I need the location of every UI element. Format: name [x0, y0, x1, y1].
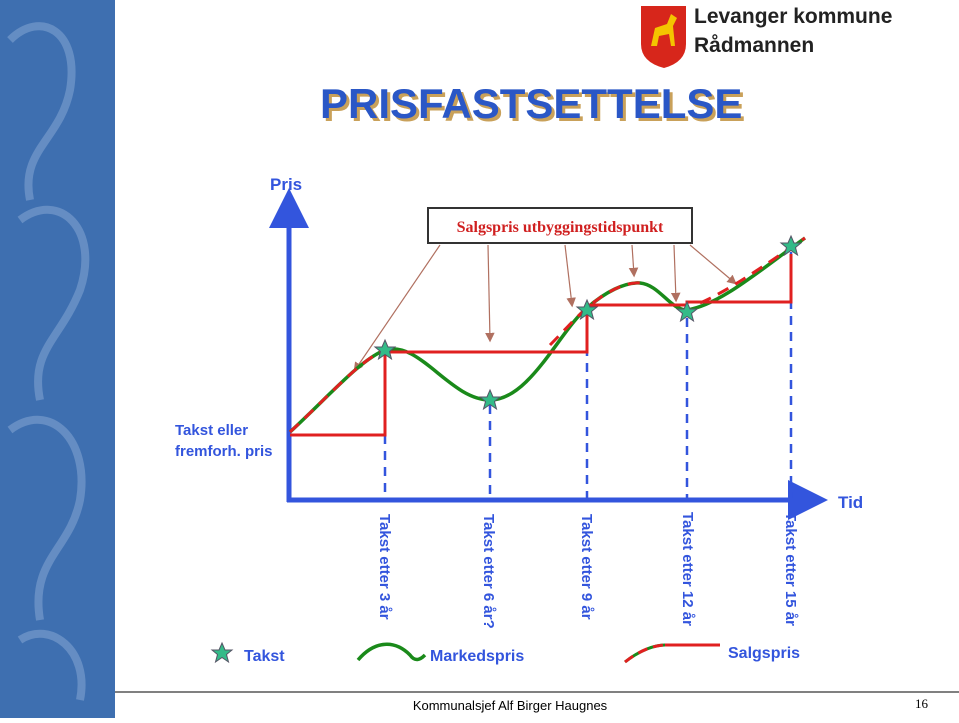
department: Rådmannen [694, 34, 814, 57]
title-shadow: PRISFASTSETTELSE [323, 83, 745, 130]
y-axis-label: Pris [270, 175, 302, 194]
logo [641, 6, 686, 68]
legend-star [211, 642, 233, 663]
start-label: fremforh. pris [175, 443, 273, 460]
callout-box [427, 207, 693, 244]
legend-sales-dashed [624, 643, 666, 664]
callout: Salgspris utbyggingstidspunkt [457, 219, 664, 236]
legend-label: Markedspris [430, 648, 524, 665]
side-panel [0, 0, 115, 718]
page-number: 16 [915, 696, 929, 711]
time-label: Takst etter 12 år [679, 512, 696, 626]
time-label: Takst etter 3 år [376, 514, 393, 620]
callout-arrows [353, 244, 737, 372]
sales-price-dashed [288, 236, 806, 434]
legend-label: Salgspris [728, 645, 800, 662]
sales-price-steps [290, 254, 793, 437]
legend-market-line [356, 642, 427, 662]
legend-label: Takst [244, 648, 285, 665]
start-label: Takst eller [175, 422, 248, 439]
time-label: Takst etter 6 år? [480, 514, 497, 629]
footer-author: Kommunalsjef Alf Birger Haugnes [413, 698, 608, 713]
x-axis-label: Tid [838, 493, 863, 512]
time-label: Takst etter 9 år [578, 514, 595, 620]
title: PRISFASTSETTELSE [320, 80, 742, 127]
time-markers [383, 252, 793, 498]
time-label: Takst etter 15 år [782, 512, 799, 626]
organization: Levanger kommune [694, 5, 892, 28]
market-price-curve [288, 236, 807, 434]
panel-pattern [7, 22, 90, 701]
